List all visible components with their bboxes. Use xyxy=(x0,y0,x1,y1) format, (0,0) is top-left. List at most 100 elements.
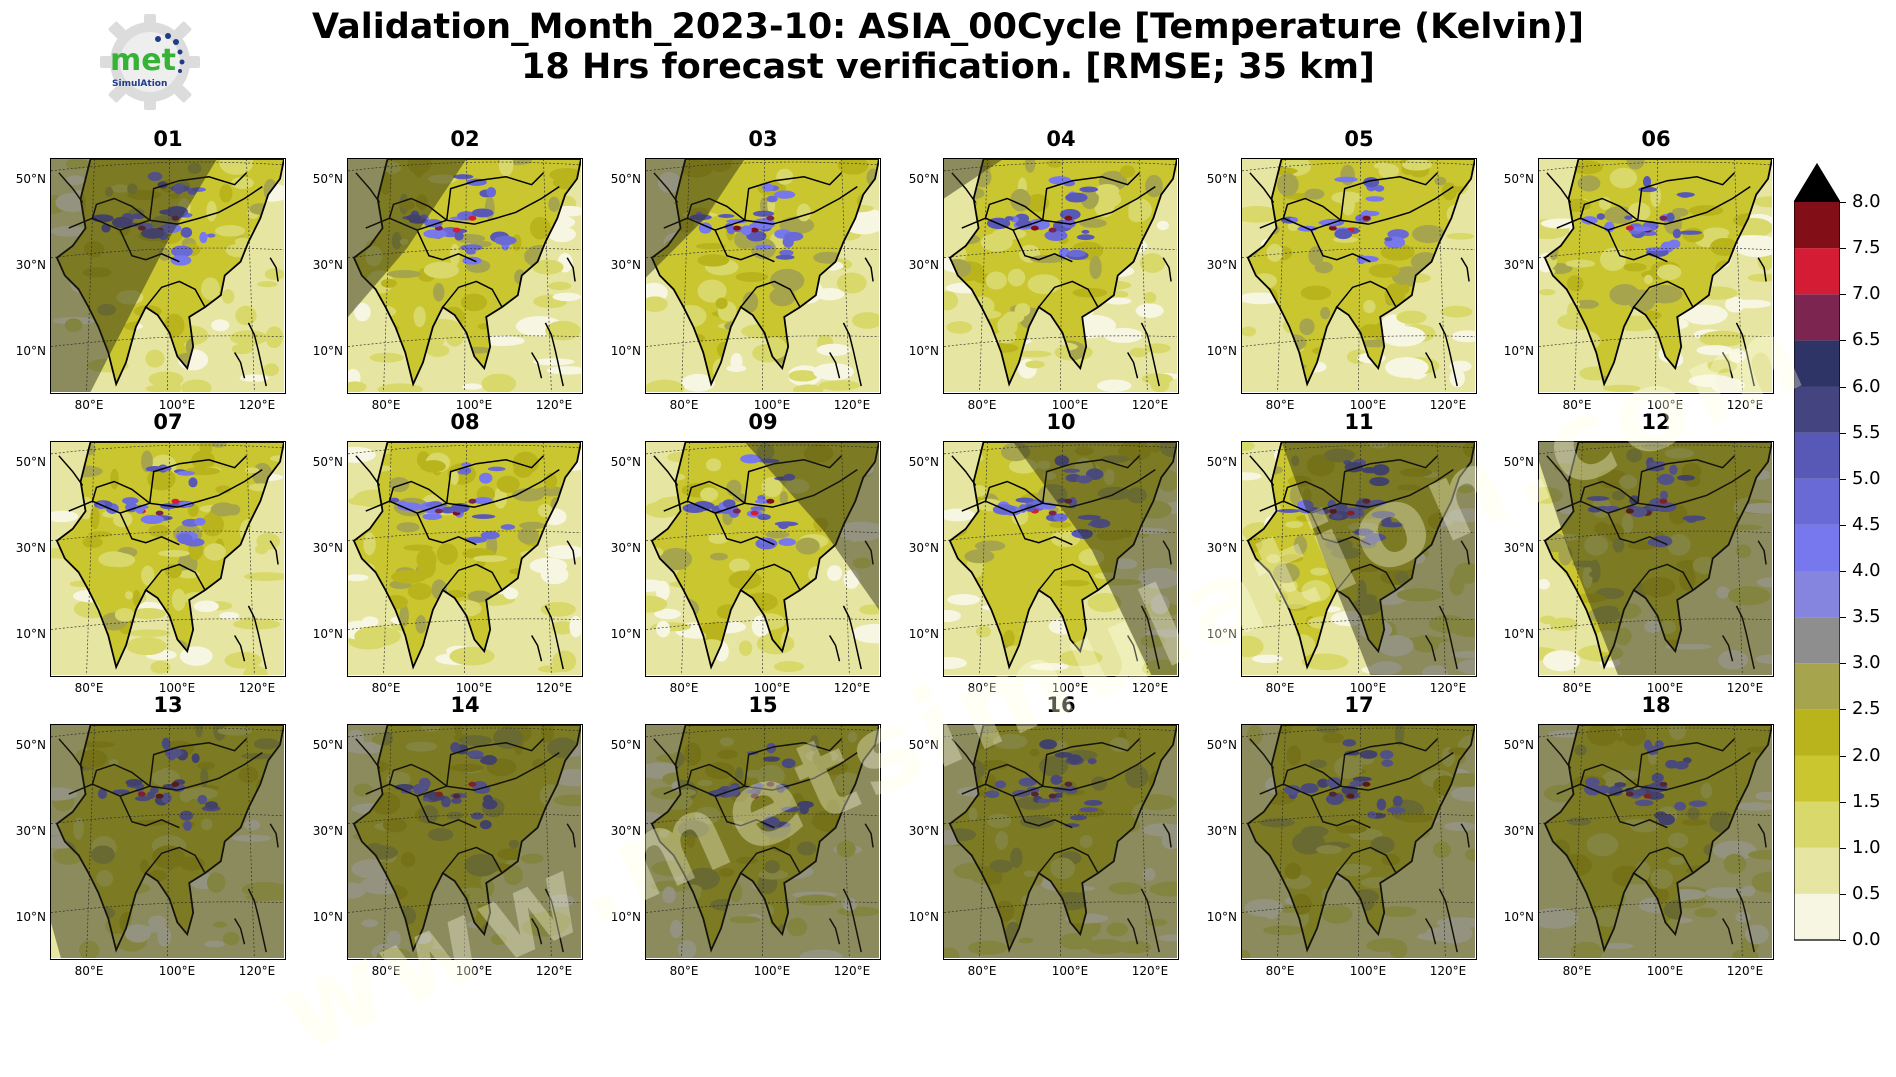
lon-tick-label: 120°E xyxy=(238,681,276,695)
lon-tick-label: 80°E xyxy=(967,681,997,695)
colorbar-segment xyxy=(1794,801,1840,848)
lon-tick-label: 80°E xyxy=(1265,964,1295,978)
lon-tick-label: 120°E xyxy=(238,398,276,412)
lat-tick-label: 50°N xyxy=(610,172,641,186)
colorbar-segment xyxy=(1794,571,1840,618)
lat-tick-label: 10°N xyxy=(15,627,46,641)
lat-tick-label: 50°N xyxy=(312,172,343,186)
map-panel: 01 50°N 30°N 10°N 80°E 100°E 120°E xyxy=(16,127,286,412)
panel-title: 05 xyxy=(1344,127,1374,151)
lon-tick-label: 100°E xyxy=(753,398,791,412)
lon-tick-label: 120°E xyxy=(1131,681,1169,695)
lat-tick-label: 10°N xyxy=(1206,344,1237,358)
logo-text: met xyxy=(110,43,176,78)
lon-tick-label: 80°E xyxy=(371,681,401,695)
lat-tick-label: 30°N xyxy=(610,824,641,838)
colorbar-tick xyxy=(1840,709,1846,711)
lat-tick-label: 10°N xyxy=(312,910,343,924)
lat-tick-label: 10°N xyxy=(1206,627,1237,641)
map-panel: 02 50°N 30°N 10°N 80°E 100°E 120°E xyxy=(313,127,583,412)
colorbar-tick xyxy=(1840,386,1846,388)
colorbar-segment xyxy=(1794,663,1840,710)
lon-tick-label: 120°E xyxy=(833,681,871,695)
lon-tick-label: 100°E xyxy=(455,398,493,412)
map-area xyxy=(645,158,881,394)
lon-tick-label: 120°E xyxy=(535,398,573,412)
lon-tick-label: 80°E xyxy=(669,681,699,695)
colorbar-tick-label: 7.5 xyxy=(1852,237,1881,259)
lon-tick-label: 80°E xyxy=(1265,681,1295,695)
map-panel: 08 50°N 30°N 10°N 80°E 100°E 120°E xyxy=(313,410,583,695)
map-area xyxy=(50,158,286,394)
lon-tick-label: 120°E xyxy=(833,964,871,978)
map-panel: 03 50°N 30°N 10°N 80°E 100°E 120°E xyxy=(611,127,881,412)
lat-tick-label: 50°N xyxy=(1206,738,1237,752)
colorbar-segment xyxy=(1794,340,1840,387)
colorbar-tick-label: 7.0 xyxy=(1852,283,1881,305)
map-panel: 17 50°N 30°N 10°N 80°E 100°E 120°E xyxy=(1207,693,1477,978)
map-area xyxy=(1241,158,1477,394)
lon-tick-label: 120°E xyxy=(1726,964,1764,978)
logo-subtext: SimulAtion xyxy=(112,79,167,89)
lat-tick-label: 30°N xyxy=(908,541,939,555)
lat-tick-label: 10°N xyxy=(1503,627,1534,641)
map-area xyxy=(645,441,881,677)
lon-tick-label: 100°E xyxy=(1051,398,1089,412)
lat-tick-label: 30°N xyxy=(1503,824,1534,838)
map-area xyxy=(347,158,583,394)
lon-tick-label: 80°E xyxy=(1562,398,1592,412)
panel-title: 13 xyxy=(153,693,183,717)
map-panel: 07 50°N 30°N 10°N 80°E 100°E 120°E xyxy=(16,410,286,695)
lon-tick-label: 100°E xyxy=(1646,681,1684,695)
map-panel: 12 50°N 30°N 10°N 80°E 100°E 120°E xyxy=(1504,410,1774,695)
colorbar-tick-label: 3.0 xyxy=(1852,652,1881,674)
lat-tick-label: 30°N xyxy=(908,824,939,838)
lat-tick-label: 10°N xyxy=(610,344,641,358)
map-area xyxy=(1241,441,1477,677)
colorbar-segment xyxy=(1794,755,1840,802)
lat-tick-label: 10°N xyxy=(1503,910,1534,924)
panel-title: 15 xyxy=(748,693,778,717)
map-panel: 16 50°N 30°N 10°N 80°E 100°E 120°E xyxy=(909,693,1179,978)
colorbar-tick xyxy=(1840,940,1846,941)
lat-tick-label: 50°N xyxy=(1503,455,1534,469)
lon-tick-label: 120°E xyxy=(1429,964,1467,978)
colorbar-segment xyxy=(1794,432,1840,479)
lat-tick-label: 30°N xyxy=(15,824,46,838)
lat-tick-label: 10°N xyxy=(908,627,939,641)
lon-tick-label: 80°E xyxy=(1562,964,1592,978)
lon-tick-label: 100°E xyxy=(1051,964,1089,978)
lat-tick-label: 10°N xyxy=(15,910,46,924)
map-panel: 11 50°N 30°N 10°N 80°E 100°E 120°E xyxy=(1207,410,1477,695)
lat-tick-label: 10°N xyxy=(15,344,46,358)
colorbar-segment xyxy=(1794,893,1840,941)
lat-tick-label: 30°N xyxy=(15,258,46,272)
lon-tick-label: 100°E xyxy=(1349,398,1387,412)
colorbar-segment xyxy=(1794,847,1840,894)
colorbar-tick xyxy=(1840,801,1846,803)
lat-tick-label: 50°N xyxy=(15,455,46,469)
lat-tick-label: 30°N xyxy=(1503,258,1534,272)
panel-title: 11 xyxy=(1344,410,1374,434)
panel-title: 03 xyxy=(748,127,778,151)
lat-tick-label: 30°N xyxy=(1206,541,1237,555)
map-area xyxy=(1538,158,1774,394)
colorbar-tick xyxy=(1840,432,1846,434)
lon-tick-label: 80°E xyxy=(371,964,401,978)
lat-tick-label: 30°N xyxy=(1206,824,1237,838)
colorbar-tick-label: 0.5 xyxy=(1852,882,1881,904)
lon-tick-label: 120°E xyxy=(1131,398,1169,412)
colorbar-tick xyxy=(1840,478,1846,480)
colorbar-tick-label: 2.0 xyxy=(1852,744,1881,766)
lat-tick-label: 10°N xyxy=(1503,344,1534,358)
colorbar-tick xyxy=(1840,847,1846,849)
lon-tick-label: 100°E xyxy=(1646,398,1684,412)
map-panel: 15 50°N 30°N 10°N 80°E 100°E 120°E xyxy=(611,693,881,978)
lon-tick-label: 120°E xyxy=(1726,681,1764,695)
chart-title-line1: Validation_Month_2023-10: ASIA_00Cycle [… xyxy=(311,7,1585,47)
panel-title: 06 xyxy=(1641,127,1671,151)
map-area xyxy=(50,724,286,960)
lat-tick-label: 50°N xyxy=(1503,738,1534,752)
lon-tick-label: 80°E xyxy=(967,398,997,412)
lon-tick-label: 120°E xyxy=(535,681,573,695)
